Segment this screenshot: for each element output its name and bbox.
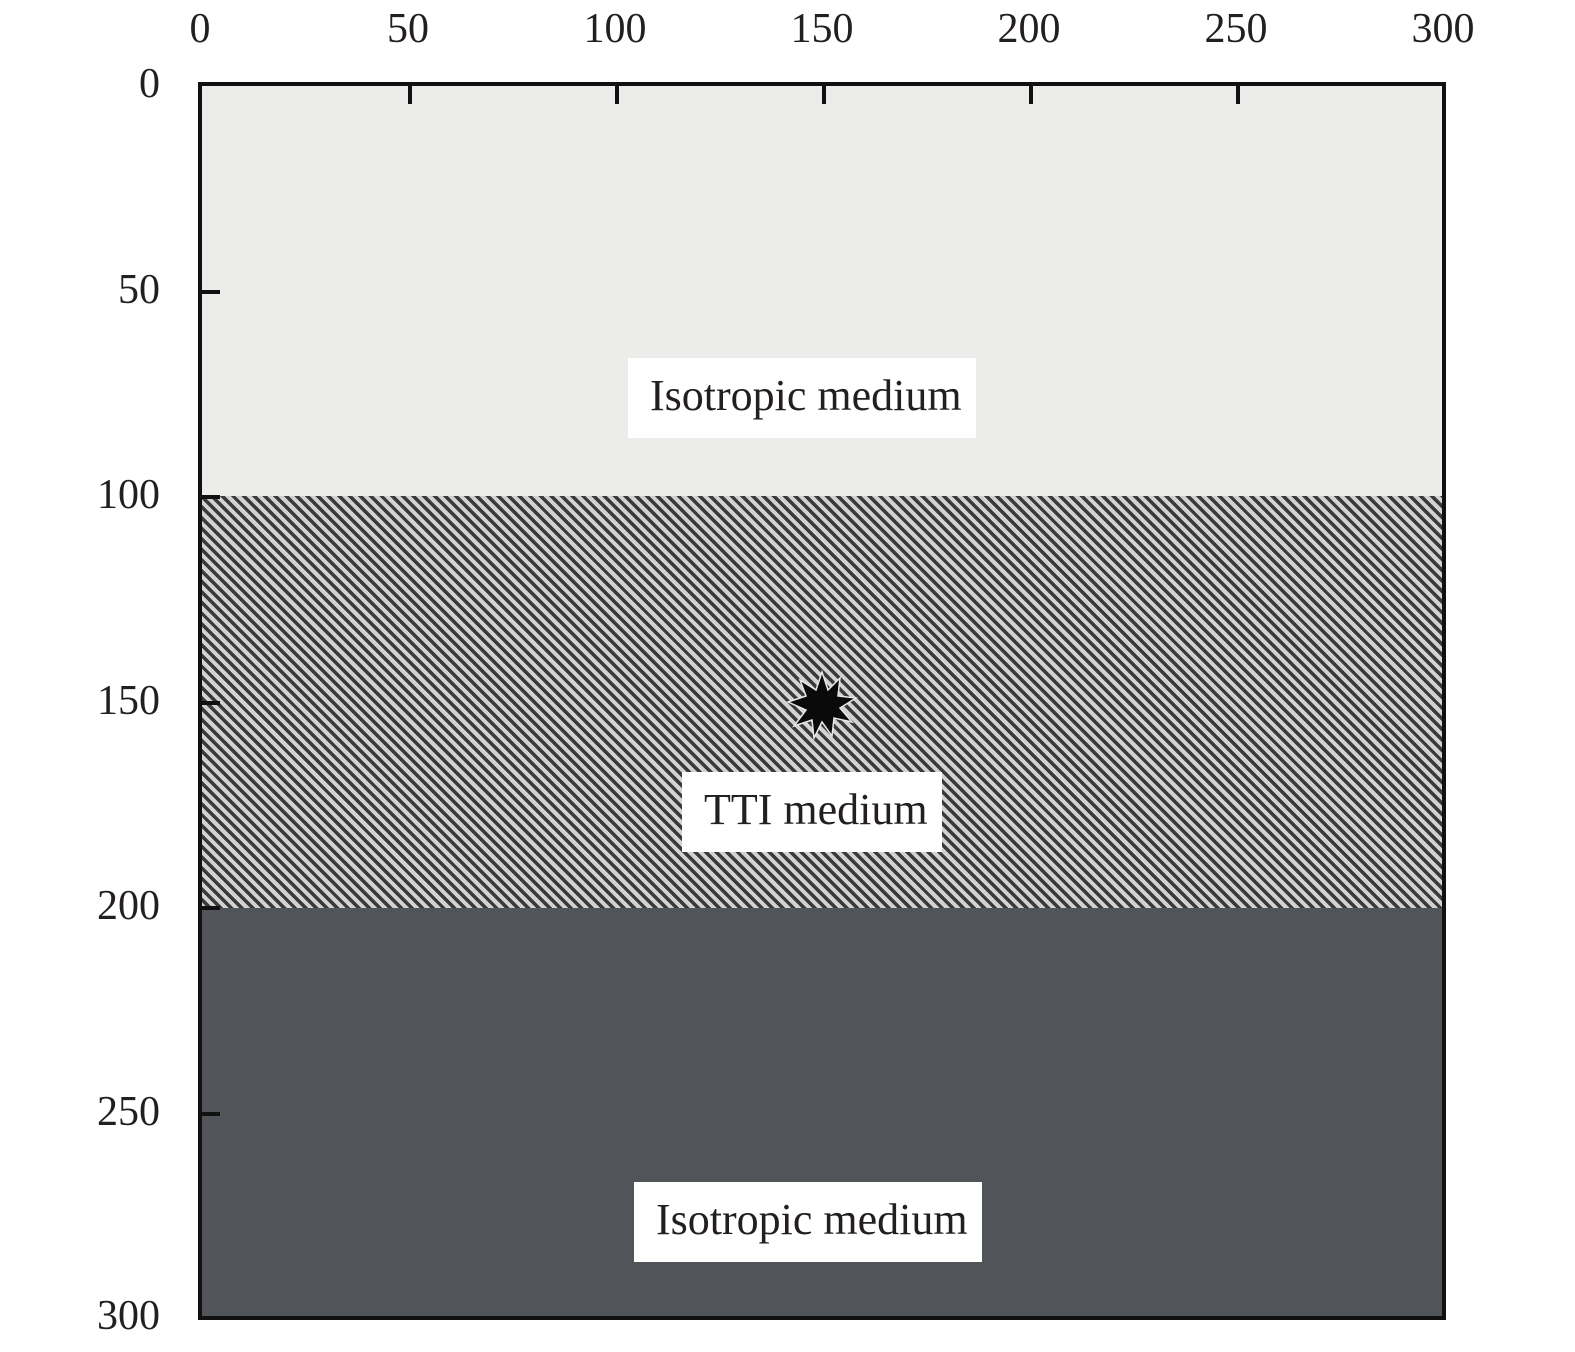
x-tick-label-150: 150 [790, 6, 854, 52]
explosion-star-icon [785, 669, 859, 741]
y-tick-mark [202, 906, 220, 910]
y-tick-mark [202, 1112, 220, 1116]
x-tick-label-50: 50 [387, 6, 429, 52]
x-tick-label-200: 200 [997, 6, 1061, 52]
y-tick-label-100: 100 [97, 472, 160, 518]
y-tick-label-0: 0 [139, 61, 160, 107]
x-tick-mark [1236, 86, 1240, 104]
y-tick-label-50: 50 [118, 267, 160, 313]
x-tick-label-300: 300 [1411, 6, 1475, 52]
y-tick-mark [202, 495, 220, 499]
label-isotropic-bottom: Isotropic medium [634, 1182, 982, 1262]
label-isotropic-top: Isotropic medium [628, 358, 976, 438]
x-tick-mark [615, 86, 619, 104]
y-tick-mark [202, 701, 220, 705]
y-tick-label-150: 150 [97, 678, 160, 724]
x-tick-label-250: 250 [1204, 6, 1268, 52]
model-plot-area: Isotropic medium TTI medium Isotropic me… [198, 82, 1446, 1320]
x-tick-mark [822, 86, 826, 104]
label-tti: TTI medium [682, 772, 942, 852]
y-tick-label-200: 200 [97, 883, 160, 929]
x-tick-mark [408, 86, 412, 104]
x-tick-label-0: 0 [189, 6, 211, 52]
y-tick-label-300: 300 [97, 1293, 160, 1339]
x-tick-label-100: 100 [583, 6, 647, 52]
y-tick-label-250: 250 [97, 1089, 160, 1135]
y-tick-mark [202, 290, 220, 294]
x-tick-mark [1029, 86, 1033, 104]
